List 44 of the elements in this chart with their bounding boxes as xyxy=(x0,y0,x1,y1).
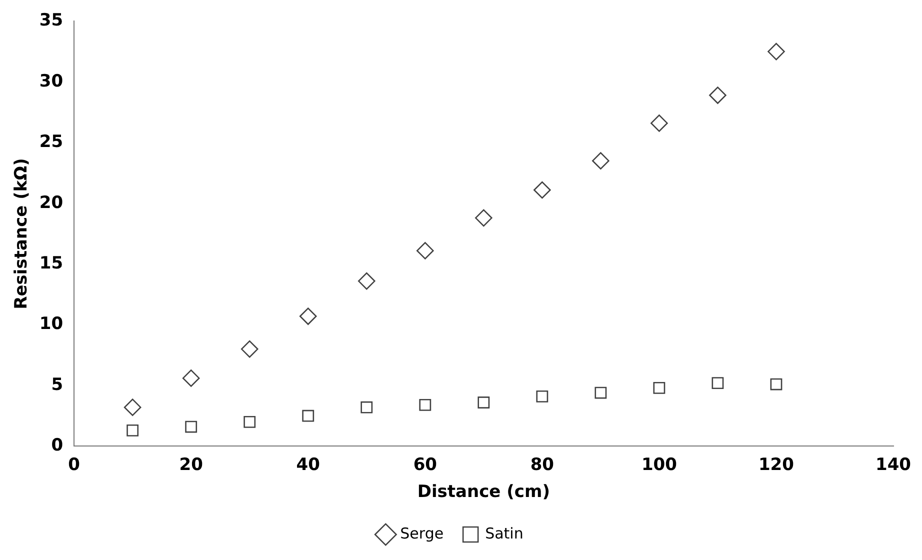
y-tick-label: 10 xyxy=(39,314,64,334)
y-tick-label: 35 xyxy=(39,10,64,31)
point xyxy=(244,416,256,428)
x-tick-label: 20 xyxy=(179,454,204,475)
x-tick-label: 0 xyxy=(68,454,80,475)
point xyxy=(419,398,432,411)
point xyxy=(302,410,314,422)
y-tick-label: 15 xyxy=(39,253,64,274)
y-tick-label: 20 xyxy=(39,192,64,213)
point xyxy=(124,398,142,416)
point xyxy=(650,114,668,132)
point xyxy=(709,86,726,104)
point xyxy=(594,386,607,399)
legend-label: Satin xyxy=(485,524,524,542)
point xyxy=(182,370,200,387)
x-tick-label: 60 xyxy=(413,454,438,475)
point xyxy=(536,390,548,402)
point xyxy=(653,382,666,394)
point xyxy=(358,272,376,290)
point xyxy=(534,181,551,199)
x-tick-label: 140 xyxy=(876,454,912,475)
point xyxy=(712,377,724,390)
point xyxy=(416,242,434,260)
y-tick-label: 0 xyxy=(51,436,64,456)
point xyxy=(592,152,610,170)
point xyxy=(126,424,139,436)
point xyxy=(240,340,258,358)
point xyxy=(299,308,317,325)
y-tick-label: 30 xyxy=(39,71,64,92)
y-tick-label: 25 xyxy=(39,132,64,152)
x-axis-title: Distance (cm) xyxy=(417,482,550,502)
point xyxy=(475,209,492,227)
x-tick-label: 80 xyxy=(530,454,554,475)
y-axis-title: Resistance (kΩ) xyxy=(12,158,32,310)
x-tick-label: 100 xyxy=(641,454,678,475)
x-tick-label: 120 xyxy=(758,454,794,475)
point xyxy=(185,420,198,433)
point xyxy=(360,401,373,414)
y-tick-label: 5 xyxy=(51,374,64,395)
point xyxy=(478,396,490,408)
point xyxy=(768,42,785,60)
point xyxy=(770,378,782,390)
legend-label: Serge xyxy=(400,524,444,542)
x-tick-label: 40 xyxy=(296,454,320,475)
